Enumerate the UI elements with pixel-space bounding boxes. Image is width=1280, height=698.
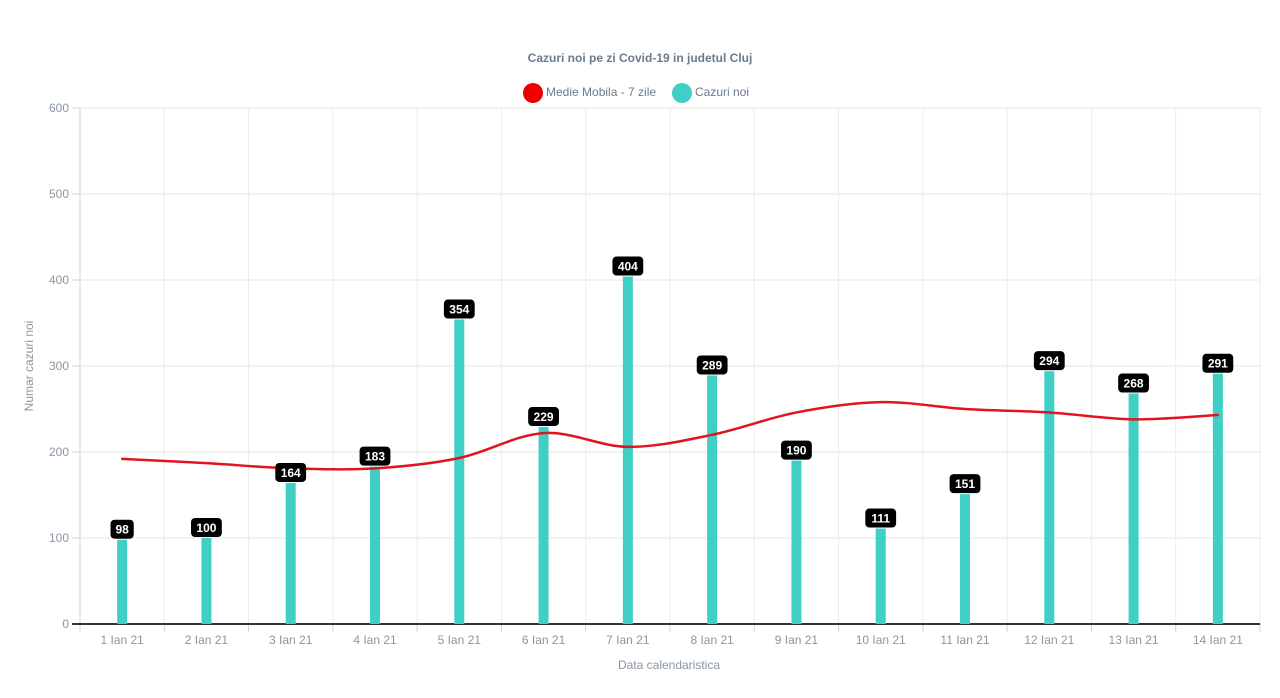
data-label: 268 [1118, 373, 1149, 393]
data-label-text: 291 [1208, 357, 1228, 371]
data-label-text: 294 [1039, 354, 1059, 368]
data-label-box [781, 440, 812, 460]
data-label-box [865, 508, 897, 528]
data-label-box [275, 462, 307, 482]
bar [1044, 371, 1055, 624]
bar [1212, 373, 1223, 624]
data-label: 229 [528, 407, 559, 427]
data-label: 294 [1033, 351, 1065, 371]
x-tick-label: 1 Ian 21 [100, 633, 144, 647]
data-label-box [528, 407, 559, 427]
data-label: 164 [275, 462, 307, 482]
bar [538, 427, 549, 624]
data-label-text: 268 [1124, 377, 1144, 391]
bar [791, 460, 802, 624]
data-label-box [110, 519, 134, 539]
x-tick-label: 2 Ian 21 [185, 633, 229, 647]
data-label-text: 183 [365, 450, 385, 464]
data-label: 100 [191, 518, 222, 537]
x-tick-label: 5 Ian 21 [438, 633, 482, 647]
data-label-text: 289 [702, 358, 722, 372]
y-tick-label: 0 [62, 617, 69, 631]
data-label-box [1202, 353, 1234, 373]
data-label: 111 [865, 508, 897, 528]
data-label-box [1033, 351, 1065, 371]
x-tick-label: 13 Ian 21 [1109, 633, 1159, 647]
y-axis-title: Numar cazuri noi [22, 321, 36, 412]
data-label: 190 [781, 440, 812, 460]
x-tick-label: 9 Ian 21 [775, 633, 819, 647]
x-axis-title: Data calendaristica [618, 658, 720, 672]
data-label-text: 111 [871, 512, 890, 526]
bar [370, 466, 380, 624]
data-label-text: 354 [449, 303, 469, 317]
bar [285, 482, 296, 624]
legend: Medie Mobila - 7 zile Cazuri noi [523, 83, 749, 103]
data-label: 289 [696, 355, 728, 375]
y-tick-label: 600 [49, 101, 69, 115]
x-tick-label: 10 Ian 21 [856, 633, 906, 647]
x-tick-label: 7 Ian 21 [606, 633, 650, 647]
bar [875, 528, 886, 624]
legend-item-new-cases[interactable]: Cazuri noi [672, 83, 749, 103]
bar [454, 319, 465, 624]
data-label: 151 [949, 474, 981, 494]
y-tick-label: 300 [49, 359, 69, 373]
data-label-box [359, 446, 391, 466]
data-label-text: 164 [281, 466, 301, 480]
bar [1128, 393, 1139, 624]
data-label-box [612, 256, 644, 276]
x-tick-label: 4 Ian 21 [353, 633, 397, 647]
data-label-text: 100 [196, 521, 216, 535]
data-label-text: 229 [534, 410, 554, 424]
data-label-text: 151 [955, 477, 975, 491]
data-label-box [191, 518, 222, 537]
x-tick-label: 6 Ian 21 [522, 633, 566, 647]
bar [622, 276, 633, 624]
y-tick-label: 400 [49, 273, 69, 287]
legend-item-moving-average[interactable]: Medie Mobila - 7 zile [523, 83, 656, 103]
chart-title: Cazuri noi pe zi Covid-19 in judetul Clu… [528, 51, 753, 65]
x-axis: 1 Ian 21 2 Ian 21 3 Ian 21 4 Ian 21 5 Ian 21… [72, 623, 1261, 647]
x-tick-label: 11 Ian 21 [940, 633, 989, 647]
y-tick-label: 100 [49, 531, 69, 545]
data-label: 291 [1202, 353, 1234, 373]
data-labels: 98 100 164 183 354 229 404 289 190 111 151 294 268 29… [110, 256, 1234, 539]
data-label-box [443, 299, 475, 319]
bar [117, 539, 128, 624]
legend-marker-new-cases [672, 83, 692, 103]
x-tick-label: 12 Ian 21 [1024, 633, 1074, 647]
bar [707, 375, 718, 624]
data-label-box [696, 355, 728, 375]
data-label-text: 404 [618, 260, 638, 274]
legend-marker-moving-average [523, 83, 543, 103]
legend-label-moving-average: Medie Mobila - 7 zile [546, 85, 656, 99]
data-label-text: 98 [115, 523, 129, 537]
x-tick-label: 8 Ian 21 [690, 633, 734, 647]
data-label-box [949, 474, 981, 494]
data-label-box [1118, 373, 1149, 393]
x-tick-label: 3 Ian 21 [269, 633, 313, 647]
data-label-text: 190 [786, 444, 806, 458]
y-axis: 0 100 200 300 400 500 600 [49, 101, 81, 632]
data-label: 98 [110, 519, 134, 539]
y-tick-label: 500 [49, 187, 69, 201]
x-tick-label: 14 Ian 21 [1193, 633, 1243, 647]
grid [79, 107, 1261, 624]
data-label: 183 [359, 446, 391, 466]
legend-label-new-cases: Cazuri noi [695, 85, 749, 99]
bar-series [117, 276, 1223, 624]
data-label: 354 [443, 299, 475, 319]
bar [960, 494, 970, 624]
bar [201, 538, 212, 624]
data-label: 404 [612, 256, 644, 276]
y-tick-label: 200 [49, 445, 69, 459]
